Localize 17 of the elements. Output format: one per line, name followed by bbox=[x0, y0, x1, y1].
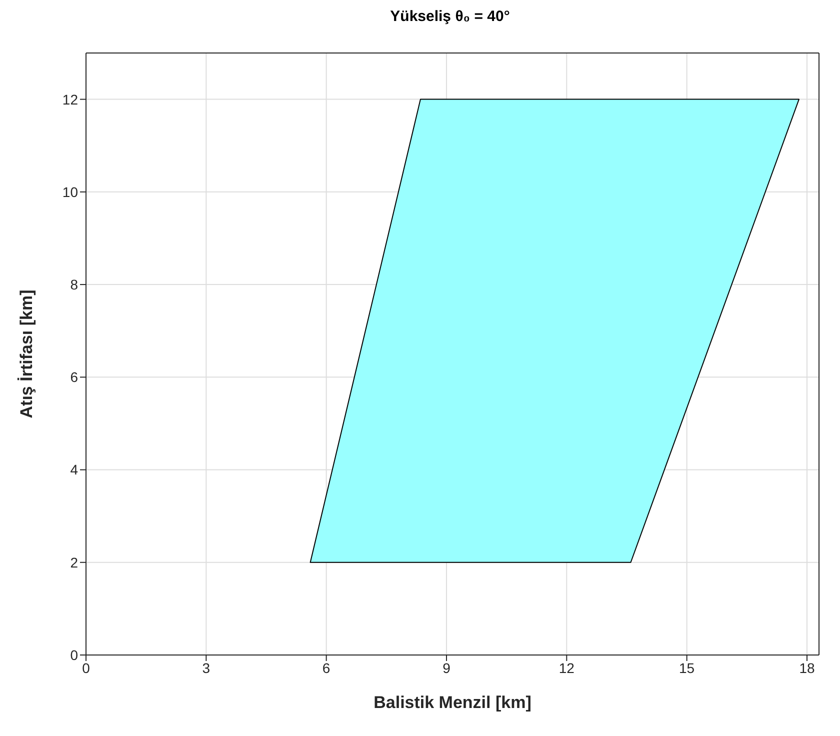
x-axis-title: Balistik Menzil [km] bbox=[374, 693, 532, 712]
y-tick-label: 4 bbox=[70, 462, 78, 478]
x-tick-label: 12 bbox=[558, 660, 575, 676]
y-axis-title: Atış İrtifası [km] bbox=[17, 290, 36, 418]
y-tick-label: 2 bbox=[70, 554, 78, 570]
x-tick-label: 0 bbox=[82, 660, 90, 676]
x-tick-label: 15 bbox=[679, 660, 695, 676]
y-tick-label: 0 bbox=[70, 646, 78, 663]
x-tick-label: 6 bbox=[322, 660, 330, 676]
x-tick-label: 18 bbox=[799, 660, 815, 676]
y-tick-label: 10 bbox=[62, 184, 78, 200]
x-tick-label: 3 bbox=[202, 660, 210, 676]
y-tick-label: 8 bbox=[70, 276, 78, 293]
y-tick-label: 6 bbox=[70, 369, 78, 386]
chart-title: Yükseliş θ₀ = 40° bbox=[389, 8, 511, 27]
x-tick-label: 9 bbox=[442, 660, 451, 676]
y-tick-label: 12 bbox=[62, 91, 78, 108]
